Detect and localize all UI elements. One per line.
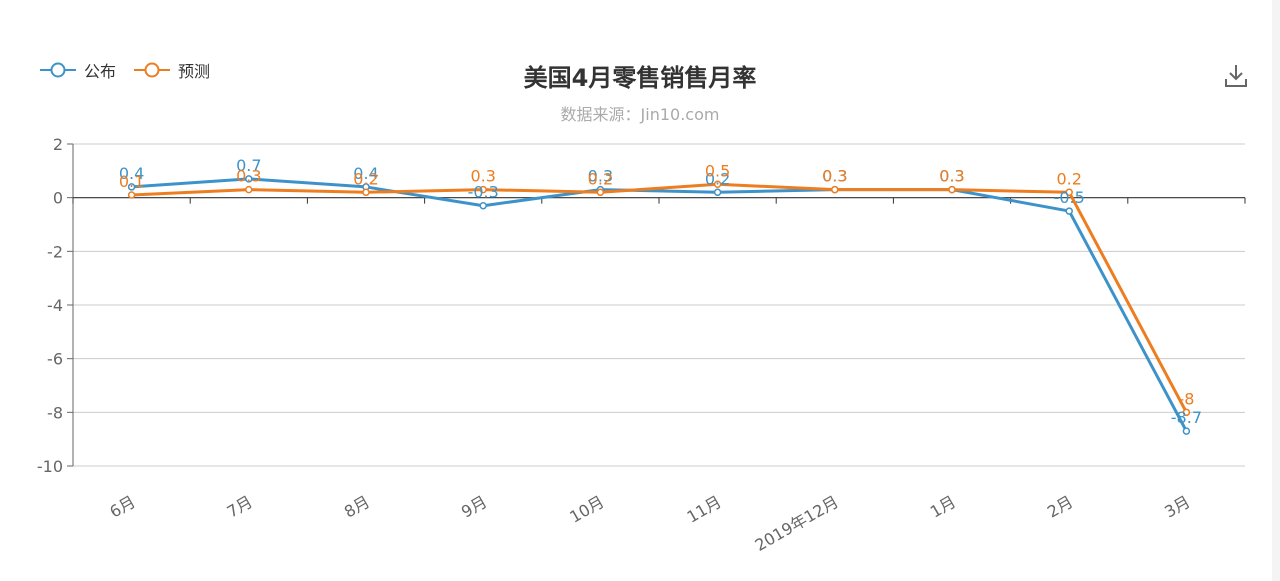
series-line: [131, 177, 1188, 432]
data-point: [713, 180, 722, 188]
legend-label: 预测: [178, 62, 211, 81]
data-label: -8: [1178, 389, 1194, 408]
legend: 公布 预测: [40, 58, 210, 82]
data-label: 0.2: [353, 169, 378, 188]
legend-line-circle-icon: [40, 62, 76, 78]
x-tick-label: 6月: [106, 492, 138, 522]
x-tick-label: 11月: [684, 492, 725, 527]
series: [127, 175, 1191, 435]
data-label: 0.3: [939, 167, 964, 186]
data-label: 0.3: [822, 167, 847, 186]
data-label: 0.3: [470, 167, 495, 186]
scrollbar-track[interactable]: [1272, 0, 1280, 581]
legend-item-published[interactable]: 公布: [40, 58, 116, 82]
chart-subtitle: 数据来源：Jin10.com: [560, 105, 720, 124]
data-label: 0.2: [1056, 169, 1081, 188]
data-point: [479, 201, 487, 210]
data-label: 0.3: [236, 167, 261, 186]
data-point: [245, 185, 253, 194]
y-tick-label: -6: [47, 350, 63, 369]
data-point: [1065, 188, 1073, 197]
data-point: [1065, 207, 1073, 215]
data-point: [245, 175, 253, 183]
data-label: 0.4: [119, 164, 144, 183]
y-tick-label: -8: [47, 403, 63, 422]
data-point: [1182, 408, 1191, 417]
x-tick-label: 2月: [1044, 492, 1076, 522]
data-point: [127, 183, 136, 191]
data-label: -0.3: [468, 183, 499, 202]
data-labels: 0.4 0.7 0.4-0.30.3 0.2 0.3 0.3-0.5-8.70.1 0.3 0…: [119, 156, 1202, 427]
data-point: [362, 188, 370, 197]
data-label: 0.3: [822, 167, 847, 186]
data-point: [127, 191, 136, 199]
legend-label: 公布: [84, 62, 117, 81]
y-tick-label: 2: [53, 135, 63, 154]
x-tick-label: 3月: [1161, 492, 1193, 522]
data-point: [479, 185, 487, 194]
y-tick-label: 0: [53, 189, 63, 208]
data-point: [948, 185, 956, 194]
x-tick-label: 8月: [341, 492, 373, 522]
download-icon[interactable]: [1222, 62, 1250, 90]
chart-title: 美国4月零售销售月率: [523, 64, 757, 92]
y-tick-label: -4: [47, 296, 63, 315]
x-tick-label: 9月: [458, 492, 490, 522]
legend-item-forecast[interactable]: 预测: [134, 58, 210, 82]
data-label: 0.3: [939, 167, 964, 186]
x-tick-label: 2019年12月: [752, 492, 842, 555]
data-label: 0.4: [353, 164, 378, 183]
series-line: [131, 182, 1188, 414]
data-label: 0.2: [705, 169, 730, 188]
data-label: 0.2: [588, 169, 613, 188]
y-tick-label: -10: [37, 457, 63, 476]
data-label: -8.7: [1171, 408, 1202, 427]
data-point: [596, 188, 605, 197]
data-label: -0.5: [1054, 188, 1085, 207]
data-label: 0.5: [705, 161, 730, 180]
x-tick-label: 1月: [927, 492, 959, 522]
data-label: 0.3: [588, 167, 613, 186]
data-label: 0.7: [236, 156, 261, 175]
x-tick-label: 7月: [224, 492, 256, 522]
legend-line-circle-icon: [134, 62, 171, 78]
data-label: 0.1: [119, 172, 144, 191]
data-point: [1182, 427, 1191, 435]
x-tick-label: 10月: [566, 492, 607, 527]
y-tick-label: -2: [47, 242, 63, 261]
grid-lines: [73, 143, 1245, 467]
data-point: [831, 185, 839, 194]
data-point: [713, 188, 722, 197]
